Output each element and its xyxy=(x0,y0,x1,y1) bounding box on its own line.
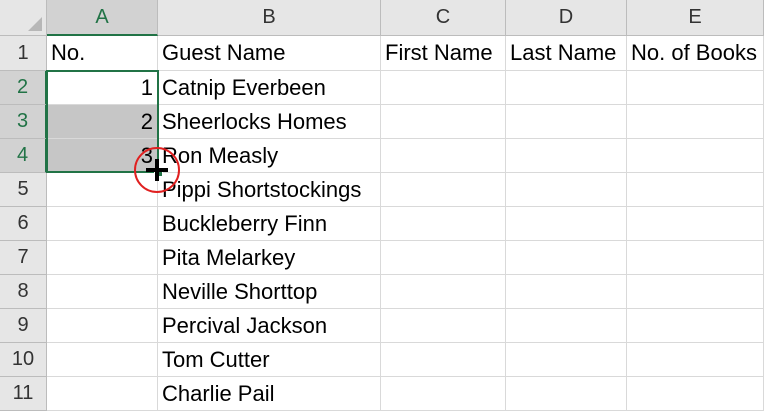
cell-c3[interactable] xyxy=(381,105,506,139)
cell-e1[interactable]: No. of Books xyxy=(627,36,764,71)
cell-e9[interactable] xyxy=(627,309,764,343)
cell-d3[interactable] xyxy=(506,105,627,139)
cell-c9[interactable] xyxy=(381,309,506,343)
row-header-9[interactable]: 9 xyxy=(0,309,47,343)
cell-e7[interactable] xyxy=(627,241,764,275)
row-header-1[interactable]: 1 xyxy=(0,36,47,71)
cell-c4[interactable] xyxy=(381,139,506,173)
cell-d7[interactable] xyxy=(506,241,627,275)
cell-a10[interactable] xyxy=(47,343,158,377)
cell-a4[interactable]: 3 xyxy=(47,139,158,173)
cell-b8[interactable]: Neville Shorttop xyxy=(158,275,381,309)
column-header-d[interactable]: D xyxy=(506,0,627,36)
select-all-button[interactable] xyxy=(0,0,47,36)
cell-b2[interactable]: Catnip Everbeen xyxy=(158,71,381,105)
row-header-4[interactable]: 4 xyxy=(0,139,47,173)
cell-c1[interactable]: First Name xyxy=(381,36,506,71)
cell-d9[interactable] xyxy=(506,309,627,343)
cell-c7[interactable] xyxy=(381,241,506,275)
cell-e10[interactable] xyxy=(627,343,764,377)
cell-b9[interactable]: Percival Jackson xyxy=(158,309,381,343)
fill-crosshair-icon xyxy=(146,159,168,181)
row-header-7[interactable]: 7 xyxy=(0,241,47,275)
cell-a9[interactable] xyxy=(47,309,158,343)
row-header-6[interactable]: 6 xyxy=(0,207,47,241)
column-header-c[interactable]: C xyxy=(381,0,506,36)
cell-d2[interactable] xyxy=(506,71,627,105)
cell-b5[interactable]: Pippi Shortstockings xyxy=(158,173,381,207)
cell-d5[interactable] xyxy=(506,173,627,207)
cell-e8[interactable] xyxy=(627,275,764,309)
cell-e2[interactable] xyxy=(627,71,764,105)
cell-c8[interactable] xyxy=(381,275,506,309)
select-all-icon xyxy=(28,17,42,31)
column-header-e[interactable]: E xyxy=(627,0,764,36)
cell-c2[interactable] xyxy=(381,71,506,105)
cell-a1[interactable]: No. xyxy=(47,36,158,71)
cell-b4[interactable]: Ron Measly xyxy=(158,139,381,173)
cell-c5[interactable] xyxy=(381,173,506,207)
cell-c10[interactable] xyxy=(381,343,506,377)
cell-a6[interactable] xyxy=(47,207,158,241)
cell-d6[interactable] xyxy=(506,207,627,241)
row-header-5[interactable]: 5 xyxy=(0,173,47,207)
cell-a5[interactable] xyxy=(47,173,158,207)
column-header-a[interactable]: A xyxy=(47,0,158,36)
cell-d4[interactable] xyxy=(506,139,627,173)
cell-e5[interactable] xyxy=(627,173,764,207)
cell-e4[interactable] xyxy=(627,139,764,173)
row-header-3[interactable]: 3 xyxy=(0,105,47,139)
cell-b6[interactable]: Buckleberry Finn xyxy=(158,207,381,241)
cell-c6[interactable] xyxy=(381,207,506,241)
cell-b3[interactable]: Sheerlocks Homes xyxy=(158,105,381,139)
cell-b1[interactable]: Guest Name xyxy=(158,36,381,71)
cell-a2[interactable]: 1 xyxy=(47,71,158,105)
cell-d1[interactable]: Last Name xyxy=(506,36,627,71)
row-header-11[interactable]: 11 xyxy=(0,377,47,411)
cell-d10[interactable] xyxy=(506,343,627,377)
row-header-2[interactable]: 2 xyxy=(0,71,47,105)
row-header-10[interactable]: 10 xyxy=(0,343,47,377)
cell-e6[interactable] xyxy=(627,207,764,241)
row-header-8[interactable]: 8 xyxy=(0,275,47,309)
cell-e3[interactable] xyxy=(627,105,764,139)
cell-a3[interactable]: 2 xyxy=(47,105,158,139)
cell-a8[interactable] xyxy=(47,275,158,309)
cell-d8[interactable] xyxy=(506,275,627,309)
cell-b10[interactable]: Tom Cutter xyxy=(158,343,381,377)
cell-b7[interactable]: Pita Melarkey xyxy=(158,241,381,275)
cell-a7[interactable] xyxy=(47,241,158,275)
column-header-b[interactable]: B xyxy=(158,0,381,36)
